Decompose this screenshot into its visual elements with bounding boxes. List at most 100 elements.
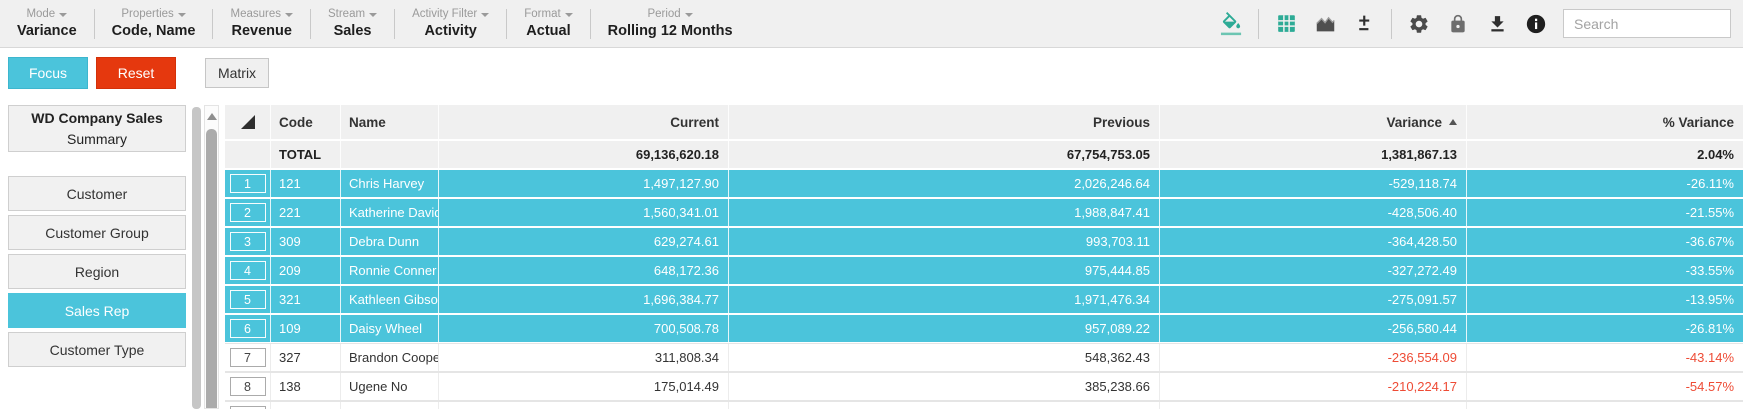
column-header-code[interactable]: Code <box>271 105 341 139</box>
sidebar-scrollbar[interactable] <box>192 107 201 409</box>
cell-previous: 548,362.43 <box>729 344 1160 371</box>
cell-variance: -210,224.17 <box>1160 373 1467 400</box>
cell-code: 138 <box>271 373 341 400</box>
cell-code: 109 <box>271 315 341 342</box>
scrollbar-thumb[interactable] <box>206 129 217 408</box>
row-rank-badge[interactable]: 8 <box>229 377 266 396</box>
cell-previous: 975,444.85 <box>729 257 1160 284</box>
toolbar-icon-area <box>1219 8 1743 39</box>
table-row[interactable]: 3 309 Debra Dunn 629,274.61 993,703.11 -… <box>225 228 1743 255</box>
period-dropdown-value: Rolling 12 Months <box>607 22 733 39</box>
period-dropdown[interactable]: Period Rolling 12 Months <box>591 7 750 39</box>
toolbar-divider <box>394 8 396 39</box>
cell-name: Ronnie Conner <box>341 257 439 284</box>
cell-variance: -327,272.49 <box>1160 257 1467 284</box>
properties-dropdown[interactable]: Properties Code, Name <box>95 7 213 39</box>
activity-filter-dropdown-value: Activity <box>424 22 477 39</box>
table-row[interactable]: 1 121 Chris Harvey 1,497,127.90 2,026,24… <box>225 170 1743 197</box>
mode-dropdown[interactable]: Mode Variance <box>0 7 94 39</box>
sidebar-item-customer-type[interactable]: Customer Type <box>8 332 186 367</box>
toolbar-divider <box>309 8 311 39</box>
scroll-up-arrow-icon[interactable] <box>206 113 217 120</box>
cell-name: Chris Harvey <box>341 170 439 197</box>
row-rank-badge[interactable]: 3 <box>229 232 266 251</box>
table-row[interactable]: 2 221 Katherine Davidson 1,560,341.01 1,… <box>225 199 1743 226</box>
search-input[interactable] <box>1563 9 1731 38</box>
cell-current: 1,696,384.77 <box>439 286 729 313</box>
row-rank-badge[interactable]: 5 <box>229 290 266 309</box>
focus-button[interactable]: Focus <box>8 57 88 89</box>
cell-current: 629,274.61 <box>439 228 729 255</box>
cell-previous: 1,988,847.41 <box>729 199 1160 226</box>
row-rank-badge[interactable]: 1 <box>229 174 266 193</box>
row-rank-badge[interactable]: 4 <box>229 261 266 280</box>
row-rank-badge[interactable]: 2 <box>229 203 266 222</box>
row-rank-badge[interactable]: 6 <box>229 319 266 338</box>
stream-dropdown-value: Sales <box>333 22 372 39</box>
row-rank-badge[interactable]: 7 <box>229 348 266 367</box>
toolbar-divider <box>506 8 508 39</box>
download-icon[interactable] <box>1485 11 1509 37</box>
properties-dropdown-value: Code, Name <box>111 22 196 39</box>
info-icon[interactable] <box>1524 11 1548 37</box>
cell-name: Debra Dunn <box>341 228 439 255</box>
chevron-down-icon <box>684 13 693 18</box>
stream-dropdown[interactable]: Stream Sales <box>311 7 394 39</box>
lock-icon[interactable] <box>1446 11 1470 37</box>
chevron-down-icon <box>369 13 378 18</box>
cell-pct-variance: -13.95% <box>1685 292 1734 307</box>
cell-variance: -256,580.44 <box>1160 315 1467 342</box>
sidebar-item-customer-group[interactable]: Customer Group <box>8 215 186 250</box>
table-row[interactable]: 5 321 Kathleen Gibson 1,696,384.77 1,971… <box>225 286 1743 313</box>
top-toolbar: Mode Variance Properties Code, Name Meas… <box>0 0 1743 48</box>
table-row-partial[interactable] <box>225 402 1743 409</box>
cell-pct-variance: -36.67% <box>1685 234 1734 249</box>
measures-dropdown[interactable]: Measures Revenue <box>213 7 310 39</box>
sidebar-item-summary[interactable]: WD Company Sales Summary <box>8 105 186 152</box>
table-row[interactable]: 6 109 Daisy Wheel 700,508.78 957,089.22 … <box>225 315 1743 342</box>
chevron-down-icon <box>564 13 573 18</box>
cell-previous: 957,089.22 <box>729 315 1160 342</box>
column-header-previous[interactable]: Previous <box>729 105 1160 139</box>
cell-current: 1,560,341.01 <box>439 199 729 226</box>
table-row[interactable]: 4 209 Ronnie Conner 648,172.36 975,444.8… <box>225 257 1743 284</box>
cell-variance: -428,506.40 <box>1160 199 1467 226</box>
select-all-corner[interactable] <box>225 105 271 139</box>
sidebar-item-sales-rep[interactable]: Sales Rep <box>8 293 186 328</box>
chart-view-icon[interactable] <box>1313 11 1337 37</box>
matrix-button[interactable]: Matrix <box>205 58 269 88</box>
total-label: TOTAL <box>271 141 341 168</box>
cell-name: Brandon Cooper <box>341 344 439 371</box>
fill-color-icon[interactable] <box>1219 11 1243 37</box>
table-row[interactable]: 7 327 Brandon Cooper 311,808.34 548,362.… <box>225 344 1743 371</box>
database-title: WD Company Sales <box>31 110 163 127</box>
cell-pct-variance: -26.11% <box>1686 176 1734 191</box>
column-header-name[interactable]: Name <box>341 105 439 139</box>
cell-code: 309 <box>271 228 341 255</box>
cell-current: 175,014.49 <box>439 373 729 400</box>
column-header-current[interactable]: Current <box>439 105 729 139</box>
reset-button[interactable]: Reset <box>96 57 176 89</box>
corner-triangle-icon <box>240 115 255 129</box>
sidebar-item-region[interactable]: Region <box>8 254 186 289</box>
mode-dropdown-label: Mode <box>26 8 56 21</box>
toolbar-divider <box>1391 8 1392 39</box>
column-header-variance[interactable]: Variance <box>1160 105 1467 139</box>
column-header-pct-variance[interactable]: % Variance <box>1662 114 1734 130</box>
measures-dropdown-value: Revenue <box>231 22 292 39</box>
row-rank-badge[interactable] <box>229 406 266 409</box>
cell-previous: 993,703.11 <box>729 228 1160 255</box>
cell-variance: -236,554.09 <box>1160 344 1467 371</box>
grid-vertical-scrollbar <box>204 105 219 409</box>
grid-header-row: Code Name Current Previous Variance % Va… <box>225 105 1743 139</box>
sidebar-item-customer[interactable]: Customer <box>8 176 186 211</box>
table-row[interactable]: 8 138 Ugene No 175,014.49 385,238.66 -21… <box>225 373 1743 400</box>
grid-view-icon[interactable] <box>1274 11 1298 37</box>
format-dropdown[interactable]: Format Actual <box>507 7 589 39</box>
plus-minus-icon[interactable] <box>1352 11 1376 37</box>
cell-code: 327 <box>271 344 341 371</box>
activity-filter-dropdown[interactable]: Activity Filter Activity <box>395 7 506 39</box>
cell-pct-variance: -26.81% <box>1685 321 1734 336</box>
chevron-down-icon <box>481 13 490 18</box>
settings-gear-icon[interactable] <box>1407 11 1431 37</box>
